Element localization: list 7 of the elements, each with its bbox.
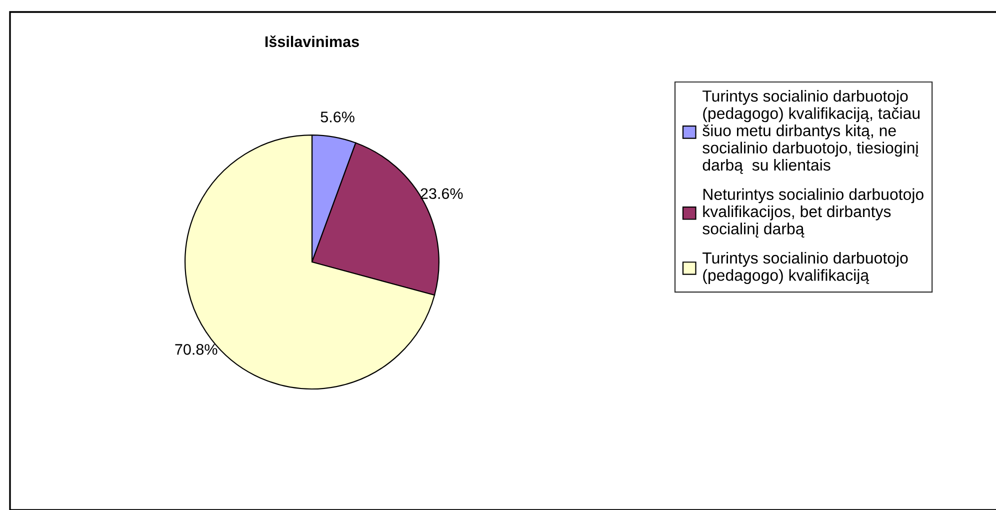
data-label: 23.6% <box>420 188 463 200</box>
chart-title: Išsilavinimas <box>265 36 359 48</box>
legend-label: Turintys socialinio darbuotojo (pedagogo) kvalifikaciją, tačiau šiuo metu dirbantys kitą, ne socialinio darbuotojo, tiesioginį darbą su klientais <box>702 90 920 174</box>
legend-label: Neturintys socialinio darbuotojo kvalifikacijos, bet dirbantys socialinį darbą <box>702 188 924 238</box>
data-label: 5.6% <box>320 112 354 122</box>
legend-label: Turintys socialinio darbuotojo (pedagogo) kvalifikaciją <box>702 252 908 284</box>
data-label: 70.8% <box>175 344 218 355</box>
